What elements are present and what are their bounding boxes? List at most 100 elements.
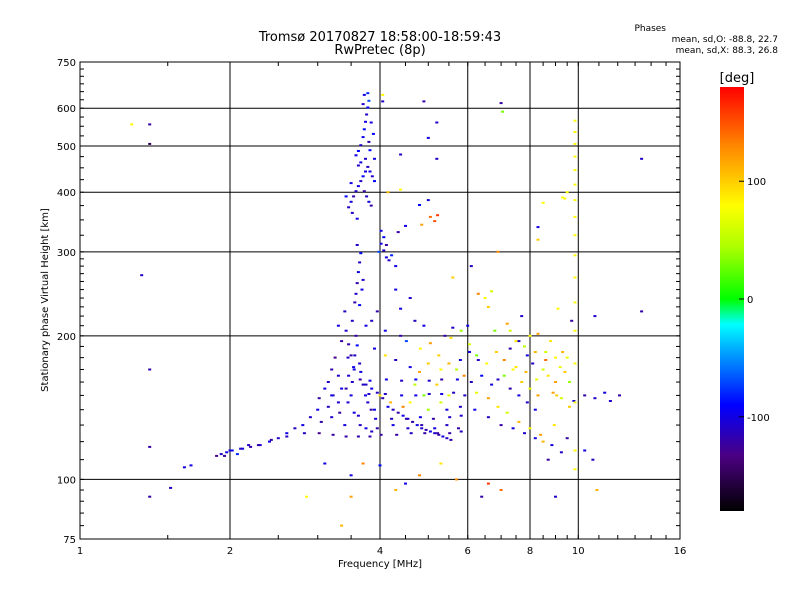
- data-point: [573, 254, 577, 257]
- data-point: [386, 191, 390, 194]
- data-point: [583, 394, 587, 397]
- data-point: [528, 387, 532, 390]
- data-point: [517, 420, 521, 423]
- data-point: [381, 397, 385, 400]
- colorbar-tick-label: -100: [747, 413, 770, 424]
- data-point: [485, 362, 489, 365]
- data-point: [362, 93, 366, 96]
- data-point: [459, 430, 463, 433]
- data-point: [463, 394, 467, 397]
- data-point: [330, 394, 334, 397]
- data-point: [383, 329, 387, 332]
- data-point: [475, 354, 479, 357]
- data-point: [383, 354, 387, 357]
- data-point: [358, 304, 362, 307]
- data-point: [563, 197, 567, 200]
- data-point: [387, 259, 391, 262]
- data-point: [486, 416, 490, 419]
- data-point: [355, 344, 359, 347]
- data-point: [361, 175, 365, 178]
- data-point: [618, 394, 621, 397]
- data-point: [554, 495, 557, 498]
- data-point: [531, 362, 535, 365]
- data-point: [383, 393, 387, 395]
- data-point: [359, 161, 363, 164]
- data-point: [336, 401, 340, 404]
- data-point: [369, 204, 373, 207]
- data-point: [355, 217, 359, 220]
- data-point: [377, 250, 381, 253]
- data-point: [399, 307, 403, 310]
- colorbar: [deg] 100 0 -100: [720, 71, 770, 511]
- data-point: [356, 164, 360, 167]
- data-point: [426, 362, 430, 365]
- chart-subtitle: RwPretec (8p): [334, 43, 425, 58]
- data-point: [435, 121, 439, 124]
- data-point: [536, 394, 540, 397]
- data-point: [427, 379, 431, 382]
- x-tick-label: 6: [465, 546, 471, 557]
- data-point: [364, 324, 368, 327]
- data-point: [404, 340, 408, 343]
- data-point: [390, 254, 394, 257]
- data-point: [439, 401, 443, 404]
- data-point: [390, 417, 394, 420]
- data-point: [182, 466, 186, 469]
- data-point: [514, 340, 518, 343]
- data-point: [428, 215, 432, 218]
- data-point: [394, 489, 398, 491]
- data-point: [508, 387, 512, 390]
- data-point: [366, 106, 370, 109]
- data-point: [364, 394, 367, 397]
- phase-stats: Phases mean, sd,O: -88.8, 22.7 mean, sd,…: [634, 24, 778, 56]
- data-point: [349, 354, 353, 357]
- data-point: [373, 180, 376, 183]
- data-point: [437, 354, 441, 357]
- data-point: [384, 244, 388, 246]
- data-point: [148, 123, 152, 126]
- data-point: [365, 195, 369, 198]
- colorbar-tick-label: 0: [747, 295, 753, 306]
- data-point: [404, 482, 407, 485]
- data-point: [490, 383, 494, 386]
- data-point: [447, 394, 451, 397]
- data-point: [349, 182, 353, 185]
- data-point: [305, 495, 309, 498]
- data-point: [551, 391, 555, 394]
- data-point: [354, 334, 358, 337]
- data-point: [347, 206, 351, 209]
- data-point: [352, 411, 356, 414]
- data-point: [347, 343, 351, 346]
- data-point: [399, 153, 403, 156]
- data-point: [356, 185, 360, 188]
- data-point: [130, 123, 134, 126]
- data-point: [408, 401, 412, 404]
- data-point: [235, 453, 239, 456]
- data-point: [476, 359, 480, 361]
- data-point: [414, 378, 418, 381]
- data-point: [455, 378, 459, 381]
- y-tick-label: 200: [57, 332, 76, 343]
- data-point: [375, 310, 379, 313]
- y-tick-label: 750: [57, 58, 76, 69]
- data-point: [223, 454, 226, 457]
- data-point: [431, 417, 435, 420]
- data-point: [462, 374, 466, 377]
- data-point: [499, 489, 503, 491]
- data-point: [469, 265, 473, 268]
- data-point: [370, 319, 374, 322]
- data-point: [369, 408, 373, 411]
- data-point: [486, 397, 490, 400]
- data-point: [480, 374, 484, 377]
- data-point: [457, 427, 460, 430]
- data-point: [349, 495, 353, 498]
- data-point: [386, 405, 390, 408]
- data-point: [459, 329, 463, 332]
- data-point: [355, 244, 359, 246]
- data-point: [426, 199, 430, 202]
- data-point: [570, 319, 574, 322]
- data-point: [593, 397, 597, 400]
- data-point: [370, 175, 374, 178]
- data-point: [362, 128, 366, 131]
- data-point: [189, 464, 193, 467]
